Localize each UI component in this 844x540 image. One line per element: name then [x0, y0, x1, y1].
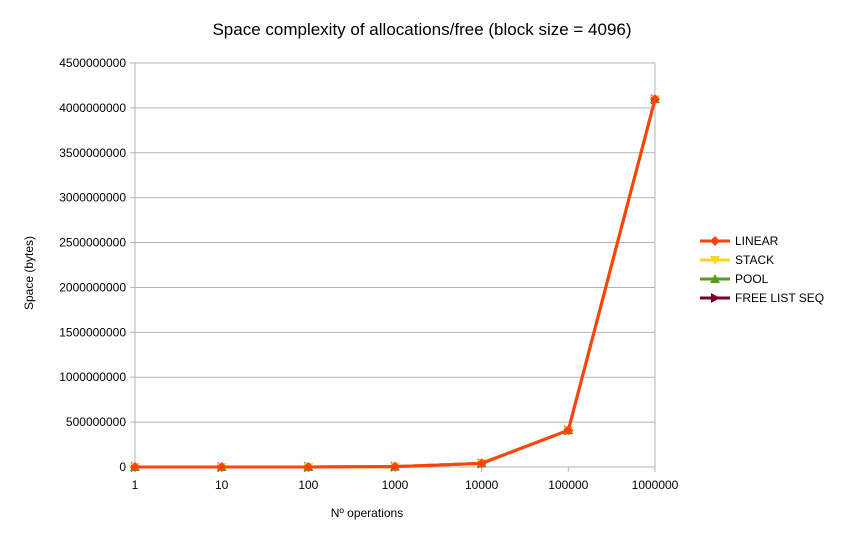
series-lines [130, 94, 660, 472]
data-point-linear [563, 425, 574, 436]
y-tick-label: 1000000000 [59, 370, 126, 384]
x-axis-label: Nº operations [330, 506, 404, 520]
x-tick-label: 10 [215, 478, 229, 492]
series-line-free-list-seq [134, 98, 657, 469]
axes: 0 500000000 1000000000 1500000000 2000000000… [59, 56, 678, 492]
legend-label-pool: POOL [735, 272, 769, 286]
data-point-linear [303, 461, 314, 472]
data-point-linear [130, 461, 140, 472]
y-tick-label: 1500000000 [59, 325, 126, 339]
y-tick-label: 2000000000 [59, 280, 126, 294]
series-line-stack [134, 98, 657, 469]
legend-marker-linear [710, 236, 720, 246]
y-tick-label: 4500000000 [59, 56, 126, 70]
legend-marker-pool [710, 274, 720, 283]
y-tick-label: 3500000000 [59, 146, 126, 160]
x-tick-label: 1000 [382, 478, 409, 492]
legend-label-linear: LINEAR [735, 234, 779, 248]
x-tick-label: 100 [298, 478, 318, 492]
legend-marker-free-list-seq [711, 293, 720, 303]
legend-label-free-list-seq: FREE LIST SEQ [735, 291, 824, 305]
x-tick-label: 10000 [465, 478, 499, 492]
x-tick-label: 100000 [548, 478, 588, 492]
data-point-linear [216, 461, 227, 472]
series-line-pool [134, 98, 657, 469]
y-tick-label: 2500000000 [59, 236, 126, 250]
y-tick-label: 4000000000 [59, 101, 126, 115]
y-tick-label: 0 [119, 460, 126, 474]
data-point-linear [390, 461, 400, 472]
chart-title: Space complexity of allocations/free (bl… [212, 20, 632, 39]
x-tick-label: 1 [132, 478, 139, 492]
legend: LINEAR STACK POOL FREE LIST SEQ [700, 234, 824, 305]
x-tick-label: 1000000 [632, 478, 679, 492]
gridlines [135, 62, 655, 468]
series-line-linear [134, 98, 657, 469]
y-tick-label: 500000000 [66, 415, 126, 429]
y-tick-label: 3000000000 [59, 191, 126, 205]
data-point-linear [476, 458, 487, 469]
legend-marker-stack [710, 256, 720, 265]
legend-label-stack: STACK [735, 253, 774, 267]
data-point-linear [650, 94, 660, 105]
